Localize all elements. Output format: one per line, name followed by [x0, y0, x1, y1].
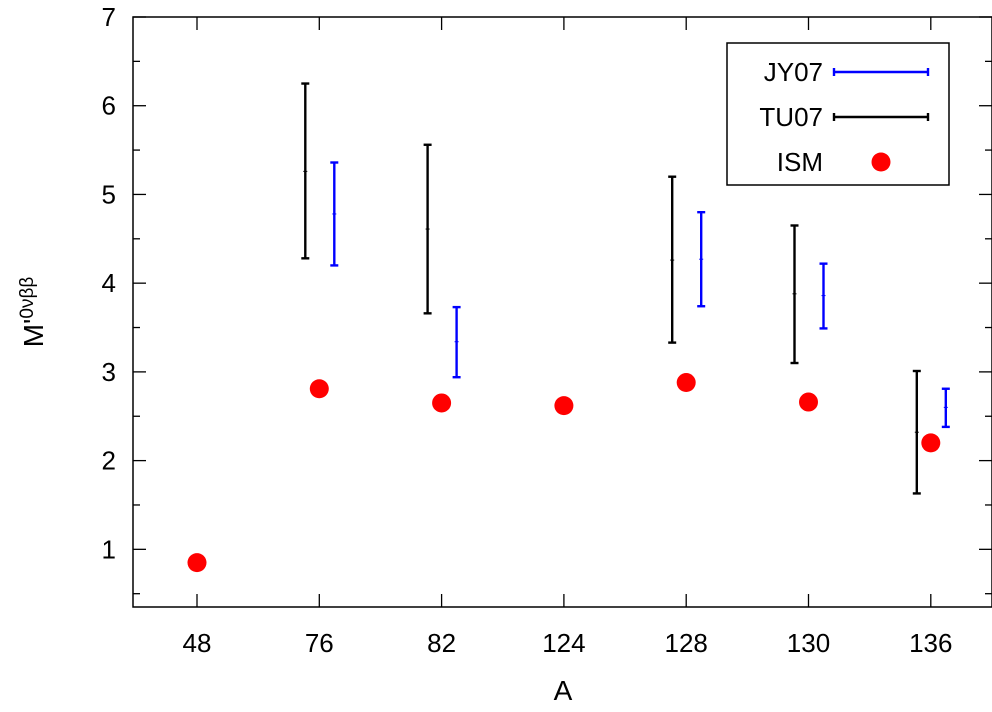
- y-tick-label: 1: [102, 534, 116, 564]
- point-ism: [309, 379, 329, 399]
- x-axis-title: A: [554, 675, 573, 706]
- x-tick-label: 128: [665, 628, 708, 658]
- series-jy07: [330, 161, 950, 429]
- y-axis-title: M'0νββ: [17, 277, 49, 348]
- legend: JY07 TU07 ISM: [726, 42, 950, 186]
- y-tick-label: 5: [102, 179, 116, 209]
- tick-labels: 1 2 3 4 5 6 7 48 76 82 124 128 130 136: [102, 2, 953, 658]
- plot-frame: [132, 16, 992, 608]
- point-ism: [554, 396, 574, 416]
- point-ism: [187, 553, 207, 573]
- y-axis-title-base: M': [18, 319, 49, 348]
- x-tick-label: 136: [909, 628, 952, 658]
- legend-label: TU07: [759, 102, 823, 132]
- legend-label: JY07: [764, 57, 823, 87]
- x-tick-label: 124: [542, 628, 585, 658]
- y-tick-label: 7: [102, 2, 116, 32]
- tick-marks: [133, 16, 992, 607]
- point-ism: [432, 393, 452, 413]
- point-ism: [799, 392, 818, 412]
- y-tick-label: 6: [102, 91, 116, 121]
- y-tick-label: 3: [102, 357, 116, 387]
- point-ism: [921, 433, 941, 453]
- series-layer: [187, 82, 950, 573]
- legend-label: ISM: [777, 147, 823, 177]
- legend-box: [726, 42, 950, 186]
- y-tick-label: 2: [102, 446, 116, 476]
- x-tick-label: 130: [787, 628, 830, 658]
- point-ism: [676, 373, 696, 393]
- y-tick-label: 4: [102, 268, 116, 298]
- series-tu07: [301, 82, 921, 495]
- legend-swatch-ism: [871, 152, 891, 172]
- x-tick-label: 48: [183, 628, 212, 658]
- y-axis-title-superscript: 0νββ: [17, 277, 38, 319]
- x-tick-label: 82: [427, 628, 456, 658]
- x-tick-label: 76: [305, 628, 334, 658]
- series-ism: [187, 373, 941, 573]
